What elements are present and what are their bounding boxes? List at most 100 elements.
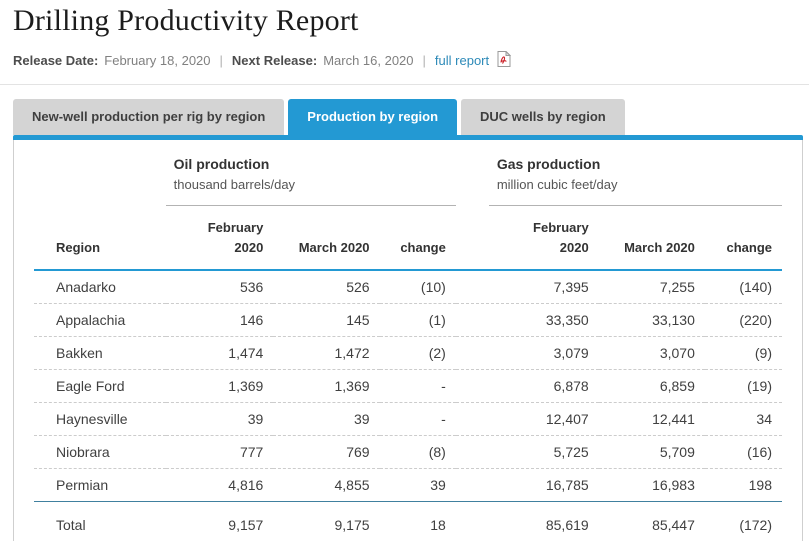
gas-feb-value: 12,407 bbox=[455, 402, 599, 437]
gas-change-value: (9) bbox=[704, 336, 782, 371]
col-oil-february-2020: February 2020 bbox=[165, 206, 274, 272]
tab-bar: New-well production per rig by region Pr… bbox=[13, 99, 803, 135]
full-report-link[interactable]: full report bbox=[434, 53, 490, 68]
gas-change-value: (19) bbox=[704, 369, 782, 404]
production-table-container: Oil production thousand barrels/day Gas … bbox=[13, 140, 803, 541]
gas-mar-value: 7,255 bbox=[598, 270, 705, 305]
release-info: Release Date: February 18, 2020 | Next R… bbox=[0, 38, 809, 70]
oil-feb-value: 1,369 bbox=[165, 369, 274, 404]
gas-feb-value: 5,725 bbox=[455, 435, 599, 470]
col-gas-february-2020: February 2020 bbox=[455, 206, 599, 272]
oil-production-title: Oil production bbox=[173, 156, 270, 172]
region-name: Niobrara bbox=[34, 435, 166, 470]
tab-new-well-production-per-rig[interactable]: New-well production per rig by region bbox=[13, 99, 285, 135]
table-row-niobrara: Niobrara 777 769 (8) 5,725 5,709 (16) bbox=[34, 435, 782, 470]
region-name: Anadarko bbox=[34, 270, 166, 305]
col-gas-march-2020: March 2020 bbox=[598, 206, 705, 272]
gas-production-section: Gas production million cubic feet/day bbox=[456, 156, 782, 206]
table-row-anadarko: Anadarko 536 526 (10) 7,395 7,255 (140) bbox=[34, 270, 782, 305]
separator: | bbox=[219, 53, 223, 68]
production-by-region-panel: Oil production thousand barrels/day Gas … bbox=[13, 135, 803, 541]
production-table: Oil production thousand barrels/day Gas … bbox=[34, 156, 782, 541]
gas-mar-value: 3,070 bbox=[598, 336, 705, 371]
oil-change-value: - bbox=[379, 402, 456, 437]
oil-feb-value: 777 bbox=[165, 435, 274, 470]
table-row-haynesville: Haynesville 39 39 - 12,407 12,441 34 bbox=[34, 402, 782, 437]
gas-mar-value: 6,859 bbox=[598, 369, 705, 404]
release-date-value: February 18, 2020 bbox=[104, 53, 211, 68]
gas-production-title: Gas production bbox=[496, 156, 601, 172]
oil-mar-value: 145 bbox=[273, 303, 380, 338]
release-date-label: Release Date: bbox=[13, 53, 99, 68]
section-header-row: Oil production thousand barrels/day Gas … bbox=[34, 156, 782, 206]
gas-feb-value: 3,079 bbox=[455, 336, 599, 371]
region-name: Bakken bbox=[34, 336, 166, 371]
oil-change-total: 18 bbox=[430, 517, 446, 534]
gas-feb-value: 6,878 bbox=[455, 369, 599, 404]
oil-change-value: - bbox=[379, 369, 456, 404]
table-row-total: Total 9,157 9,175 18 85,619 85,447 (172) bbox=[34, 502, 782, 541]
total-label: Total bbox=[56, 517, 86, 534]
col-gas-change: change bbox=[704, 206, 782, 272]
oil-change-value: (10) bbox=[379, 270, 456, 305]
gas-mar-value: 5,709 bbox=[598, 435, 705, 470]
gas-change-value: (16) bbox=[704, 435, 782, 470]
gas-mar-total: 85,447 bbox=[652, 517, 695, 534]
gas-change-value: (220) bbox=[704, 303, 782, 338]
next-release-value: March 16, 2020 bbox=[323, 53, 414, 68]
table-row-permian: Permian 4,816 4,855 39 16,785 16,983 198 bbox=[34, 468, 782, 503]
region-name: Haynesville bbox=[34, 402, 166, 437]
oil-mar-value: 4,855 bbox=[273, 468, 380, 503]
oil-feb-value: 536 bbox=[165, 270, 274, 305]
oil-change-value: (8) bbox=[379, 435, 456, 470]
oil-change-value: (2) bbox=[379, 336, 456, 371]
gas-feb-total: 85,619 bbox=[545, 517, 589, 534]
gas-feb-value: 7,395 bbox=[455, 270, 599, 305]
table-row-eagle-ford: Eagle Ford 1,369 1,369 - 6,878 6,859 (19… bbox=[34, 369, 782, 404]
gas-mar-value: 12,441 bbox=[598, 402, 705, 437]
col-oil-march-2020: March 2020 bbox=[273, 206, 380, 272]
gas-change-value: 34 bbox=[704, 402, 782, 437]
page-title: Drilling Productivity Report bbox=[13, 4, 359, 37]
oil-change-value: 39 bbox=[379, 468, 456, 503]
oil-mar-value: 769 bbox=[273, 435, 380, 470]
gas-feb-value: 16,785 bbox=[455, 468, 599, 503]
region-name: Appalachia bbox=[34, 303, 166, 338]
gas-production-units: million cubic feet/day bbox=[496, 177, 618, 192]
oil-mar-value: 526 bbox=[273, 270, 380, 305]
oil-feb-value: 146 bbox=[165, 303, 274, 338]
table-row-appalachia: Appalachia 146 145 (1) 33,350 33,130 (22… bbox=[34, 303, 782, 338]
table-row-bakken: Bakken 1,474 1,472 (2) 3,079 3,070 (9) bbox=[34, 336, 782, 371]
region-name: Eagle Ford bbox=[34, 369, 166, 404]
section-spacer bbox=[34, 156, 166, 206]
oil-production-units: thousand barrels/day bbox=[173, 177, 296, 192]
column-header-row: Region February 2020 March 2020 change F… bbox=[34, 206, 782, 272]
active-tab-underline bbox=[13, 135, 803, 140]
col-region: Region bbox=[34, 206, 166, 272]
tab-production-by-region[interactable]: Production by region bbox=[288, 99, 458, 135]
oil-change-value: (1) bbox=[379, 303, 456, 338]
oil-production-section: Oil production thousand barrels/day bbox=[165, 156, 456, 206]
gas-mar-value: 33,130 bbox=[598, 303, 705, 338]
next-release-label: Next Release: bbox=[231, 53, 318, 68]
tab-duc-wells-by-region[interactable]: DUC wells by region bbox=[461, 99, 625, 135]
header-divider bbox=[0, 84, 809, 85]
gas-change-value: 198 bbox=[704, 468, 782, 503]
region-name: Permian bbox=[34, 468, 166, 503]
oil-feb-value: 4,816 bbox=[165, 468, 274, 503]
gas-feb-value: 33,350 bbox=[455, 303, 599, 338]
gas-change-value: (140) bbox=[704, 270, 782, 305]
oil-feb-value: 39 bbox=[165, 402, 274, 437]
oil-mar-total: 9,175 bbox=[334, 517, 370, 534]
oil-mar-value: 39 bbox=[273, 402, 380, 437]
gas-change-total: (172) bbox=[739, 517, 772, 534]
gas-mar-value: 16,983 bbox=[598, 468, 705, 503]
pdf-icon[interactable] bbox=[497, 50, 512, 70]
col-oil-change: change bbox=[379, 206, 456, 272]
oil-feb-value: 1,474 bbox=[165, 336, 274, 371]
oil-mar-value: 1,472 bbox=[273, 336, 380, 371]
separator: | bbox=[422, 53, 426, 68]
oil-feb-total: 9,157 bbox=[228, 517, 264, 534]
oil-mar-value: 1,369 bbox=[273, 369, 380, 404]
